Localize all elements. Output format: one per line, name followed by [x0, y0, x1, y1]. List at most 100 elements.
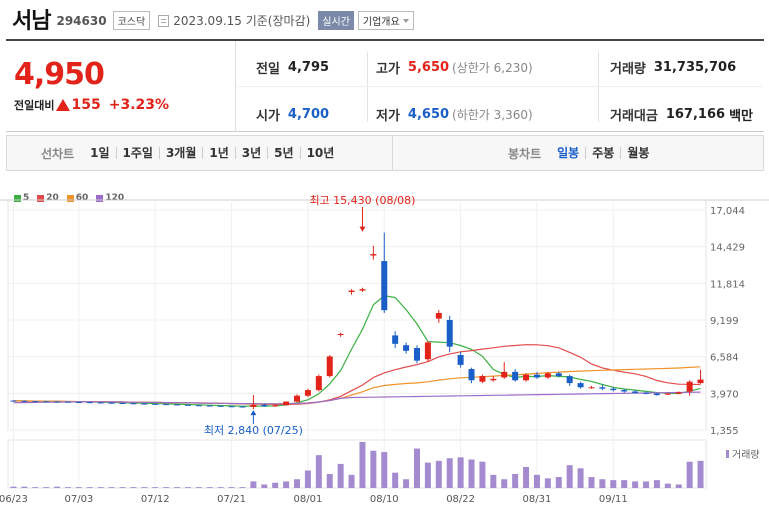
- candle-body: [239, 406, 246, 408]
- candle-body: [370, 254, 377, 256]
- candle-body: [533, 374, 540, 378]
- volume-bar: [544, 478, 551, 488]
- x-tick-label: 06/23: [0, 494, 28, 505]
- candle-body: [632, 391, 639, 393]
- candle-body: [250, 404, 257, 407]
- period-3y[interactable]: 3년: [234, 147, 267, 159]
- stock-name: 서남: [12, 9, 51, 34]
- candle-body: [348, 290, 355, 292]
- candle-body: [610, 388, 617, 391]
- caret-down-icon: [402, 18, 409, 23]
- price-summary: 4,950 전일대비 155 +3.23% 전일 4,795 시가 4,700 …: [6, 39, 764, 132]
- period-1y[interactable]: 1년: [202, 147, 234, 159]
- volume-bar: [54, 486, 61, 488]
- candle-body: [544, 373, 551, 378]
- candle-body: [228, 406, 235, 408]
- volume-bar: [523, 466, 530, 488]
- volume-bar: [152, 487, 159, 488]
- candle-body: [86, 402, 93, 404]
- candle-body: [555, 373, 562, 377]
- period-1w[interactable]: 1주일: [115, 147, 159, 159]
- candle-body: [512, 371, 519, 381]
- candlestick-chart[interactable]: 17,044 14,429 11,814 9,199 6,584 3,970 1,355 06…: [0, 180, 769, 517]
- candle-body: [304, 390, 311, 396]
- prev-close-label: 전일: [256, 62, 280, 77]
- volume-bar: [75, 487, 82, 488]
- volume-bar: [348, 474, 355, 488]
- volume-bar: [479, 461, 486, 488]
- volume-label: 거래량: [732, 449, 760, 461]
- candle-body: [64, 401, 71, 403]
- volume-bar: [675, 484, 682, 488]
- volume-bar: [228, 487, 235, 488]
- volume-bar: [435, 460, 442, 488]
- prev-close: 전일 4,795: [256, 58, 329, 77]
- lower-limit: (하한가 3,360): [452, 108, 533, 122]
- change-value: 155: [71, 97, 101, 113]
- volume-value: 31,735,706: [653, 60, 737, 75]
- candle-body: [195, 405, 202, 407]
- volume-bar: [501, 479, 508, 488]
- company-overview-button[interactable]: 기업개요: [357, 11, 414, 30]
- candle-body: [446, 319, 453, 347]
- y-tick-label: 9,199: [710, 316, 739, 327]
- volume-bar: [10, 486, 17, 488]
- volume-bar: [141, 487, 148, 488]
- ma-legend: 5 20 60 120: [14, 193, 124, 203]
- high-price: 고가 5,650 (상한가 6,230): [376, 58, 533, 77]
- high-value: 5,650: [407, 60, 450, 75]
- period-3m[interactable]: 3개월: [158, 147, 202, 159]
- upper-limit: (상한가 6,230): [452, 61, 533, 75]
- amount-value: 167,166: [665, 107, 726, 122]
- candle-body: [10, 400, 17, 402]
- up-triangle-icon: [56, 99, 71, 111]
- legend-label: 120: [105, 193, 125, 203]
- volume-bar: [359, 442, 366, 488]
- volume-bar: [664, 483, 671, 488]
- legend-ma60: 60: [66, 193, 88, 203]
- candle-body: [577, 383, 584, 388]
- candle-body: [566, 376, 573, 384]
- period-weekly[interactable]: 주봉: [585, 147, 620, 159]
- open-price: 시가 4,700: [256, 105, 329, 124]
- period-daily[interactable]: 일봉: [557, 146, 580, 160]
- volume-bar: [64, 487, 71, 488]
- divider: [367, 52, 368, 122]
- legend-ma5: 5: [14, 193, 29, 203]
- volume-bar: [566, 465, 573, 488]
- volume-bar: [599, 479, 606, 488]
- stock-header: 서남 294630 코스닥 2023.09.15 기준(장마감) 실시간 기업개…: [0, 0, 769, 38]
- x-tick-label: 09/11: [599, 494, 628, 505]
- volume-bar: [261, 484, 268, 488]
- realtime-button[interactable]: 실시간: [318, 11, 354, 30]
- candle-body: [326, 356, 333, 377]
- legend-ma20: 20: [37, 193, 59, 203]
- volume-bar: [184, 487, 191, 488]
- period-1d[interactable]: 1일: [90, 146, 110, 160]
- volume-bar: [621, 480, 628, 488]
- divider: [598, 52, 599, 122]
- period-monthly[interactable]: 월봉: [620, 147, 655, 159]
- period-10y[interactable]: 10년: [299, 147, 341, 159]
- candle-body: [413, 348, 420, 361]
- period-5y[interactable]: 5년: [267, 147, 299, 159]
- x-tick-label: 08/22: [446, 494, 475, 505]
- volume-bar: [97, 487, 104, 488]
- change-row: 전일대비 155 +3.23%: [14, 97, 169, 113]
- candle-body: [523, 374, 530, 381]
- candle-body: [43, 401, 50, 403]
- candle-body: [599, 387, 606, 389]
- low-arrow-head: [250, 410, 257, 416]
- current-price: 4,950: [14, 57, 105, 92]
- candle-body: [457, 355, 464, 365]
- candle-body: [392, 335, 399, 344]
- candle-body: [184, 404, 191, 406]
- volume-bar: [163, 487, 170, 488]
- legend-ma120: 120: [96, 193, 124, 203]
- base-date: 2023.09.15 기준(장마감): [173, 14, 311, 28]
- volume-bar: [195, 487, 202, 488]
- low-price: 저가 4,650 (하한가 3,360): [376, 105, 533, 124]
- candle-body: [381, 261, 388, 311]
- volume-bar: [337, 463, 344, 488]
- candle-body: [653, 393, 660, 396]
